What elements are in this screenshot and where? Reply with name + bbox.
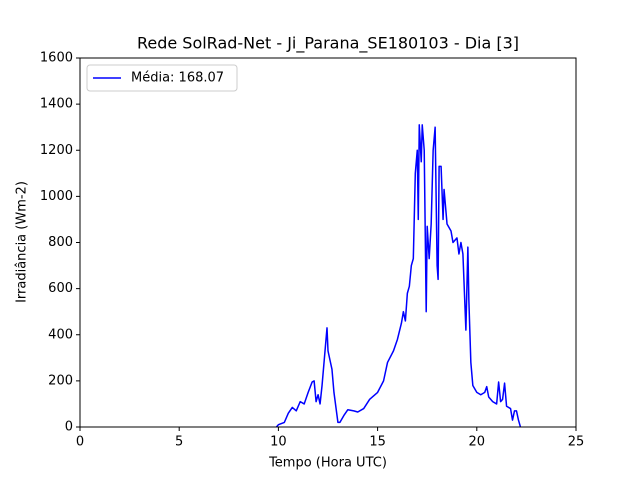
chart-title: Rede SolRad-Net - Ji_Parana_SE180103 - D… [137, 34, 519, 54]
y-tick-label: 1400 [40, 97, 73, 112]
x-axis-label: Tempo (Hora UTC) [268, 456, 387, 471]
y-tick-label: 800 [48, 235, 73, 250]
x-tick-label: 15 [369, 435, 386, 450]
data-line [275, 124, 522, 428]
y-tick-label: 1200 [40, 143, 73, 158]
x-tick-label: 0 [76, 435, 84, 450]
x-tick-label: 25 [568, 435, 585, 450]
plot-frame [79, 57, 577, 428]
y-tick-label: 200 [48, 373, 73, 388]
legend-box [86, 64, 238, 92]
legend-label: Média: 168.07 [131, 71, 224, 86]
y-tick-label: 600 [48, 281, 73, 296]
y-axis-label: Irradiância (Wm-2) [15, 181, 30, 303]
y-tick-label: 400 [48, 327, 73, 342]
y-tick-label: 0 [65, 420, 73, 435]
y-tick-label: 1600 [40, 51, 73, 66]
y-tick-label: 1000 [40, 189, 73, 204]
x-tick-label: 20 [469, 435, 486, 450]
x-tick-label: 5 [175, 435, 183, 450]
x-tick-label: 10 [270, 435, 287, 450]
